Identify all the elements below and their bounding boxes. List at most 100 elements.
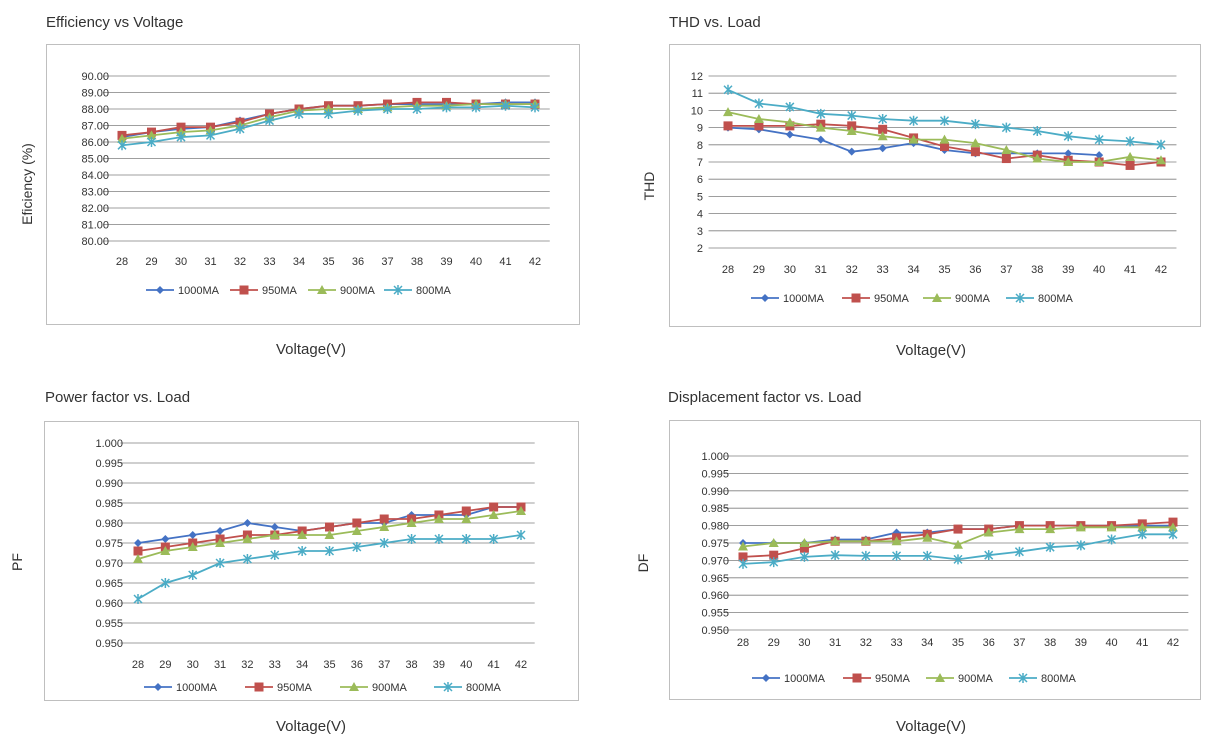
pf-point-950MA	[133, 546, 143, 556]
efficiency-x-tick-label: 29	[145, 256, 157, 268]
pf-x-tick-label: 31	[214, 659, 226, 671]
df-x-tick-label: 36	[983, 637, 995, 649]
thd-point-900MA	[939, 134, 950, 144]
df-point-800MA	[953, 554, 963, 565]
pf-series-900MA	[133, 506, 526, 563]
pf-point-800MA	[215, 558, 225, 568]
thd-x-tick-label: 29	[753, 264, 765, 276]
df-legend-label: 900MA	[958, 673, 994, 685]
thd-y-tick-label: 11	[692, 88, 703, 100]
thd-x-tick-label: 42	[1155, 264, 1167, 276]
thd-point-900MA	[1156, 155, 1166, 165]
pf-y-axis-title: PF	[9, 553, 25, 571]
efficiency-y-tick-label: 83.00	[81, 187, 109, 199]
df-point-800MA	[830, 550, 840, 561]
df-point-900MA	[860, 536, 871, 546]
pf-point-900MA	[379, 522, 390, 531]
df-x-tick-label: 37	[1013, 637, 1025, 649]
thd-point-950MA	[754, 121, 764, 131]
thd-x-tick-label: 32	[846, 264, 858, 276]
pf-point-900MA	[242, 534, 253, 543]
pf-point-1000MA	[134, 539, 142, 547]
thd-point-950MA	[970, 147, 980, 157]
df-point-800MA	[984, 550, 994, 561]
pf-series-800MA	[133, 530, 526, 604]
thd-legend-label: 900MA	[955, 293, 991, 305]
df-point-800MA	[1045, 542, 1055, 553]
thd-x-tick-label: 30	[784, 264, 796, 276]
efficiency-x-tick-label: 34	[293, 256, 305, 268]
df-x-tick-label: 28	[737, 637, 749, 649]
efficiency-point-800MA	[146, 137, 157, 147]
df-legend-item-900MA: 900MA	[926, 673, 994, 685]
df-x-tick-label: 38	[1044, 637, 1056, 649]
pf-plot: 0.950 0.955 0.960 0.965 0.970 0.975 0.980 0.985…	[9, 438, 535, 694]
thd-point-1000MA	[847, 147, 856, 156]
efficiency-x-tick-label: 39	[440, 256, 452, 268]
df-x-tick-label: 30	[798, 637, 810, 649]
pf-x-tick-label: 38	[405, 659, 417, 671]
pf-y-tick-label: 0.975	[95, 538, 123, 550]
efficiency-y-tick-label: 81.00	[81, 220, 109, 232]
df-x-tick-label: 34	[921, 637, 933, 649]
df-legend-marker	[1018, 673, 1028, 683]
thd-point-800MA	[785, 101, 795, 112]
pf-point-800MA	[407, 534, 417, 544]
thd-point-800MA	[847, 110, 857, 121]
df-x-tick-label: 32	[860, 637, 872, 649]
df-x-axis-title: Voltage(V)	[896, 718, 967, 735]
pf-point-950MA	[379, 514, 389, 524]
efficiency-chart-title: Efficiency vs Voltage	[46, 14, 184, 31]
efficiency-legend-item-950MA: 950MA	[230, 285, 298, 297]
efficiency-legend-marker	[156, 286, 164, 294]
thd-point-1000MA	[816, 135, 825, 144]
efficiency-series-800MA	[117, 100, 540, 151]
pf-point-800MA	[324, 546, 335, 556]
df-chart-title: Displacement factor vs. Load	[668, 389, 862, 406]
pf-point-900MA	[406, 518, 417, 527]
efficiency-legend-label: 900MA	[340, 285, 376, 297]
pf-legend-item-1000MA: 1000MA	[144, 682, 218, 694]
thd-x-tick-label: 41	[1124, 264, 1136, 276]
efficiency-legend-item-800MA: 800MA	[384, 285, 452, 297]
pf-x-tick-label: 42	[515, 659, 527, 671]
efficiency-y-tick-label: 85.00	[81, 154, 109, 166]
thd-x-tick-label: 37	[1000, 264, 1012, 276]
efficiency-point-800MA	[441, 102, 452, 113]
thd-point-800MA	[1094, 134, 1104, 145]
thd-point-800MA	[1032, 126, 1042, 137]
pf-legend-label: 1000MA	[176, 682, 218, 694]
pf-point-800MA	[270, 550, 280, 560]
pf-x-tick-label: 28	[132, 659, 144, 671]
pf-point-1000MA	[270, 523, 279, 531]
thd-point-900MA	[877, 131, 888, 141]
efficiency-point-800MA	[353, 105, 363, 116]
thd-point-1000MA	[1064, 149, 1073, 158]
df-point-900MA	[738, 541, 748, 551]
df-point-800MA	[1014, 546, 1024, 557]
efficiency-point-800MA	[176, 132, 186, 143]
pf-point-900MA	[516, 506, 526, 515]
pf-point-1000MA	[243, 519, 252, 527]
pf-point-900MA	[488, 510, 499, 519]
efficiency-point-800MA	[471, 102, 481, 113]
thd-point-800MA	[909, 115, 919, 126]
pf-point-800MA	[133, 594, 143, 604]
df-point-900MA	[1106, 522, 1117, 532]
efficiency-x-tick-label: 33	[263, 256, 275, 268]
efficiency-x-tick-label: 32	[234, 256, 246, 268]
thd-legend-item-800MA: 800MA	[1006, 293, 1074, 305]
thd-y-tick-label: 10	[691, 105, 703, 117]
thd-x-tick-label: 28	[722, 264, 734, 276]
efficiency-y-axis-title: Eficiency (%)	[19, 143, 35, 225]
pf-legend-label: 800MA	[466, 682, 502, 694]
pf-point-950MA	[352, 518, 362, 528]
pf-y-tick-label: 0.985	[95, 498, 123, 510]
efficiency-point-800MA	[530, 102, 540, 113]
df-y-axis-title: DF	[635, 554, 651, 573]
efficiency-legend-label: 800MA	[416, 285, 452, 297]
thd-point-800MA	[970, 119, 980, 130]
df-point-900MA	[983, 527, 994, 537]
efficiency-y-tick-label: 89.00	[81, 88, 109, 100]
efficiency-x-tick-label: 35	[322, 256, 334, 268]
